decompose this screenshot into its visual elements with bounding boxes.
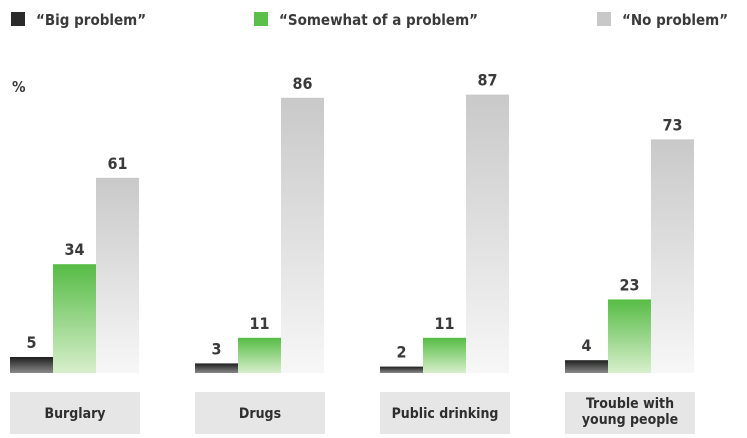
- value-label-burglary-no-problem: 61: [107, 154, 127, 173]
- legend-label-no-problem: “No problem”: [622, 11, 728, 29]
- value-label-burglary-somewhat-problem: 34: [64, 240, 84, 259]
- value-label-drugs-somewhat-problem: 11: [249, 314, 269, 333]
- value-label-public-drinking-somewhat-problem: 11: [434, 314, 454, 333]
- bar-drugs-no-problem: [281, 97, 324, 374]
- category-label-burglary: Burglary: [44, 406, 105, 422]
- legend-label-somewhat-problem: “Somewhat of a problem”: [279, 11, 478, 29]
- bar-burglary-no-problem: [96, 177, 139, 373]
- category-label-line: Trouble with: [586, 396, 674, 412]
- category-box-burglary: [10, 392, 140, 434]
- category-labels-group: Burglary Drugs Public drinking Trouble with…: [10, 392, 695, 434]
- value-label-trouble-with-young-people-no-problem: 73: [662, 115, 682, 134]
- unit-label: %: [12, 78, 26, 96]
- value-label-drugs-no-problem: 86: [292, 74, 312, 93]
- bar-burglary-big-problem: [10, 357, 53, 373]
- legend-label-big-problem: “Big problem”: [36, 11, 146, 29]
- category-box-drugs: [195, 392, 325, 434]
- bars-group: 5 34 61 3 11 86 2 11 87 4 23 73: [10, 71, 694, 374]
- category-label-trouble-with-young-people: Trouble with young people: [582, 396, 678, 428]
- category-box-public-drinking: [380, 392, 510, 434]
- category-label-public-drinking: Public drinking: [392, 406, 499, 422]
- value-label-public-drinking-no-problem: 87: [477, 71, 497, 90]
- legend-swatch-somewhat-problem: [254, 12, 268, 26]
- bar-public-drinking-somewhat-problem: [423, 337, 466, 373]
- bar-drugs-big-problem: [195, 363, 238, 373]
- value-label-burglary-big-problem: 5: [26, 333, 36, 352]
- legend-swatch-no-problem: [597, 12, 611, 26]
- category-label-line: young people: [582, 412, 678, 428]
- bar-public-drinking-no-problem: [466, 94, 509, 373]
- value-label-drugs-big-problem: 3: [211, 339, 221, 358]
- bar-public-drinking-big-problem: [380, 366, 423, 373]
- value-label-trouble-with-young-people-somewhat-problem: 23: [619, 275, 639, 294]
- category-label-drugs: Drugs: [239, 406, 281, 422]
- bar-burglary-somewhat-problem: [53, 264, 96, 373]
- value-label-trouble-with-young-people-big-problem: 4: [581, 336, 591, 355]
- bar-trouble-with-young-people-somewhat-problem: [608, 299, 651, 373]
- legend: “Big problem” “Somewhat of a problem” “N…: [11, 11, 728, 29]
- value-label-public-drinking-big-problem: 2: [396, 343, 406, 362]
- category-box-trouble-with-young-people: [565, 392, 695, 434]
- bar-trouble-with-young-people-big-problem: [565, 360, 608, 373]
- bar-trouble-with-young-people-no-problem: [651, 139, 694, 373]
- bar-drugs-somewhat-problem: [238, 337, 281, 373]
- legend-swatch-big-problem: [11, 12, 25, 26]
